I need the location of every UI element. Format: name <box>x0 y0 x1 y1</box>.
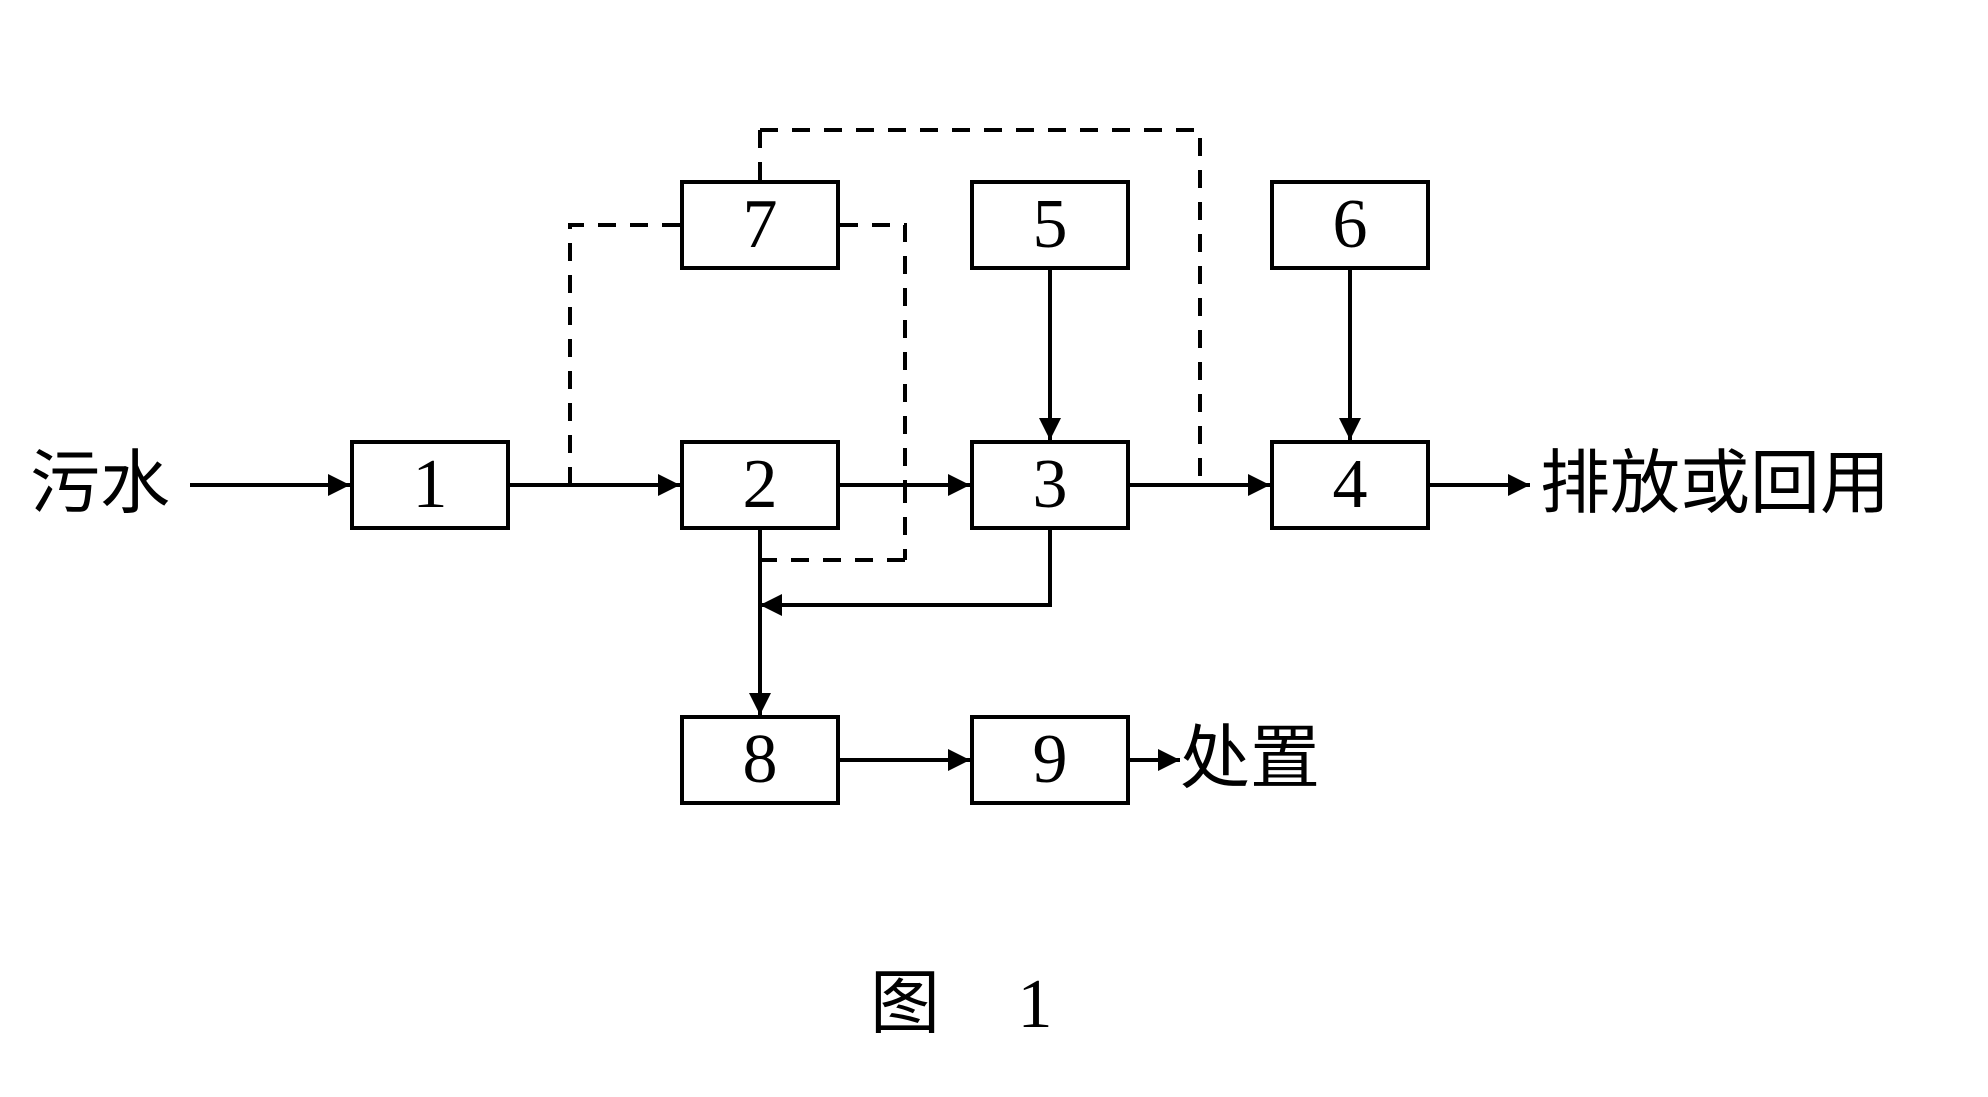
node-label-7: 7 <box>743 190 778 260</box>
node-1: 1 <box>350 440 510 530</box>
input-label: 污水 <box>30 450 170 520</box>
node-label-1: 1 <box>413 450 448 520</box>
edges-layer <box>0 0 1988 1097</box>
node-3: 3 <box>970 440 1130 530</box>
node-6: 6 <box>1270 180 1430 270</box>
node-4: 4 <box>1270 440 1430 530</box>
node-label-6: 6 <box>1333 190 1368 260</box>
node-label-2: 2 <box>743 450 778 520</box>
node-label-3: 3 <box>1033 450 1068 520</box>
node-9: 9 <box>970 715 1130 805</box>
edge-3-to-2-recycle <box>760 530 1050 605</box>
node-label-4: 4 <box>1333 450 1368 520</box>
output-sludge-label: 处置 <box>1180 725 1320 795</box>
node-7: 7 <box>680 180 840 270</box>
edge-7-right-to-flow-2-3 <box>840 225 905 485</box>
node-8: 8 <box>680 715 840 805</box>
output-main-label: 排放或回用 <box>1540 450 1890 520</box>
node-label-8: 8 <box>743 725 778 795</box>
node-label-5: 5 <box>1033 190 1068 260</box>
node-label-9: 9 <box>1033 725 1068 795</box>
node-5: 5 <box>970 180 1130 270</box>
figure-caption: 图 1 <box>870 970 1083 1040</box>
node-2: 2 <box>680 440 840 530</box>
diagram-canvas: 污水 排放或回用 处置 图 1 1 2 3 4 5 6 7 8 9 <box>0 0 1988 1097</box>
edge-7-left-to-flow-1-2 <box>570 225 680 485</box>
